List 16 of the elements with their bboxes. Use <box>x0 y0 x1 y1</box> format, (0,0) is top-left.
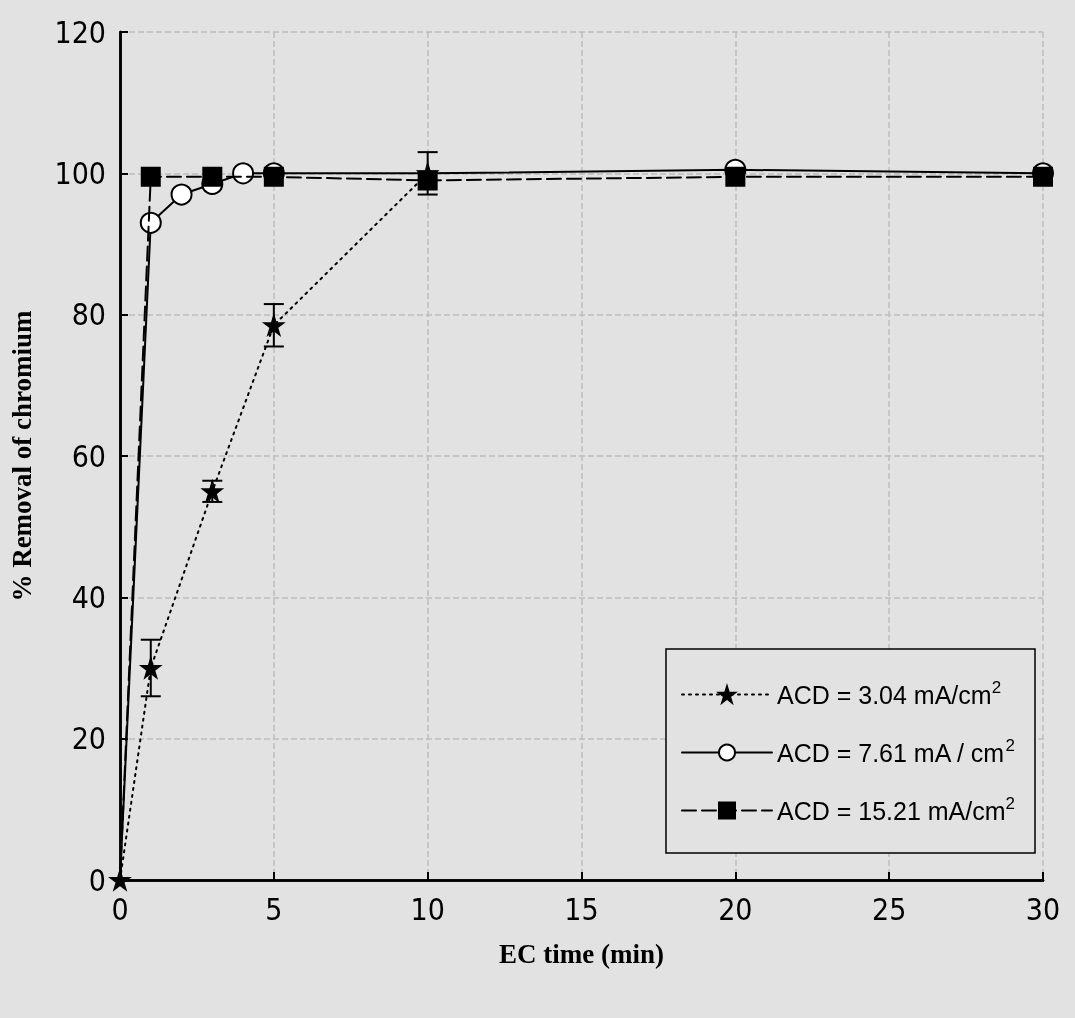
x-tick-label: 20 <box>718 891 753 927</box>
x-tick-label: 0 <box>111 891 129 927</box>
y-tick-label: 40 <box>71 579 106 615</box>
y-tick-label: 120 <box>54 14 106 50</box>
x-tick-label: 25 <box>871 891 907 927</box>
y-tick-label: 20 <box>71 721 106 757</box>
y-axis-title: % Removal of chromium <box>6 309 37 602</box>
x-axis-title: EC time (min) <box>499 938 664 969</box>
y-tick-label: 80 <box>71 297 106 333</box>
y-tick-label: 60 <box>71 438 106 474</box>
y-tick-label: 100 <box>54 155 106 191</box>
x-tick-label: 5 <box>265 891 283 927</box>
x-tick-label: 15 <box>564 891 599 927</box>
x-tick-label: 10 <box>410 891 445 927</box>
y-tick-label: 0 <box>88 862 106 898</box>
x-tick-label: 30 <box>1025 891 1061 927</box>
